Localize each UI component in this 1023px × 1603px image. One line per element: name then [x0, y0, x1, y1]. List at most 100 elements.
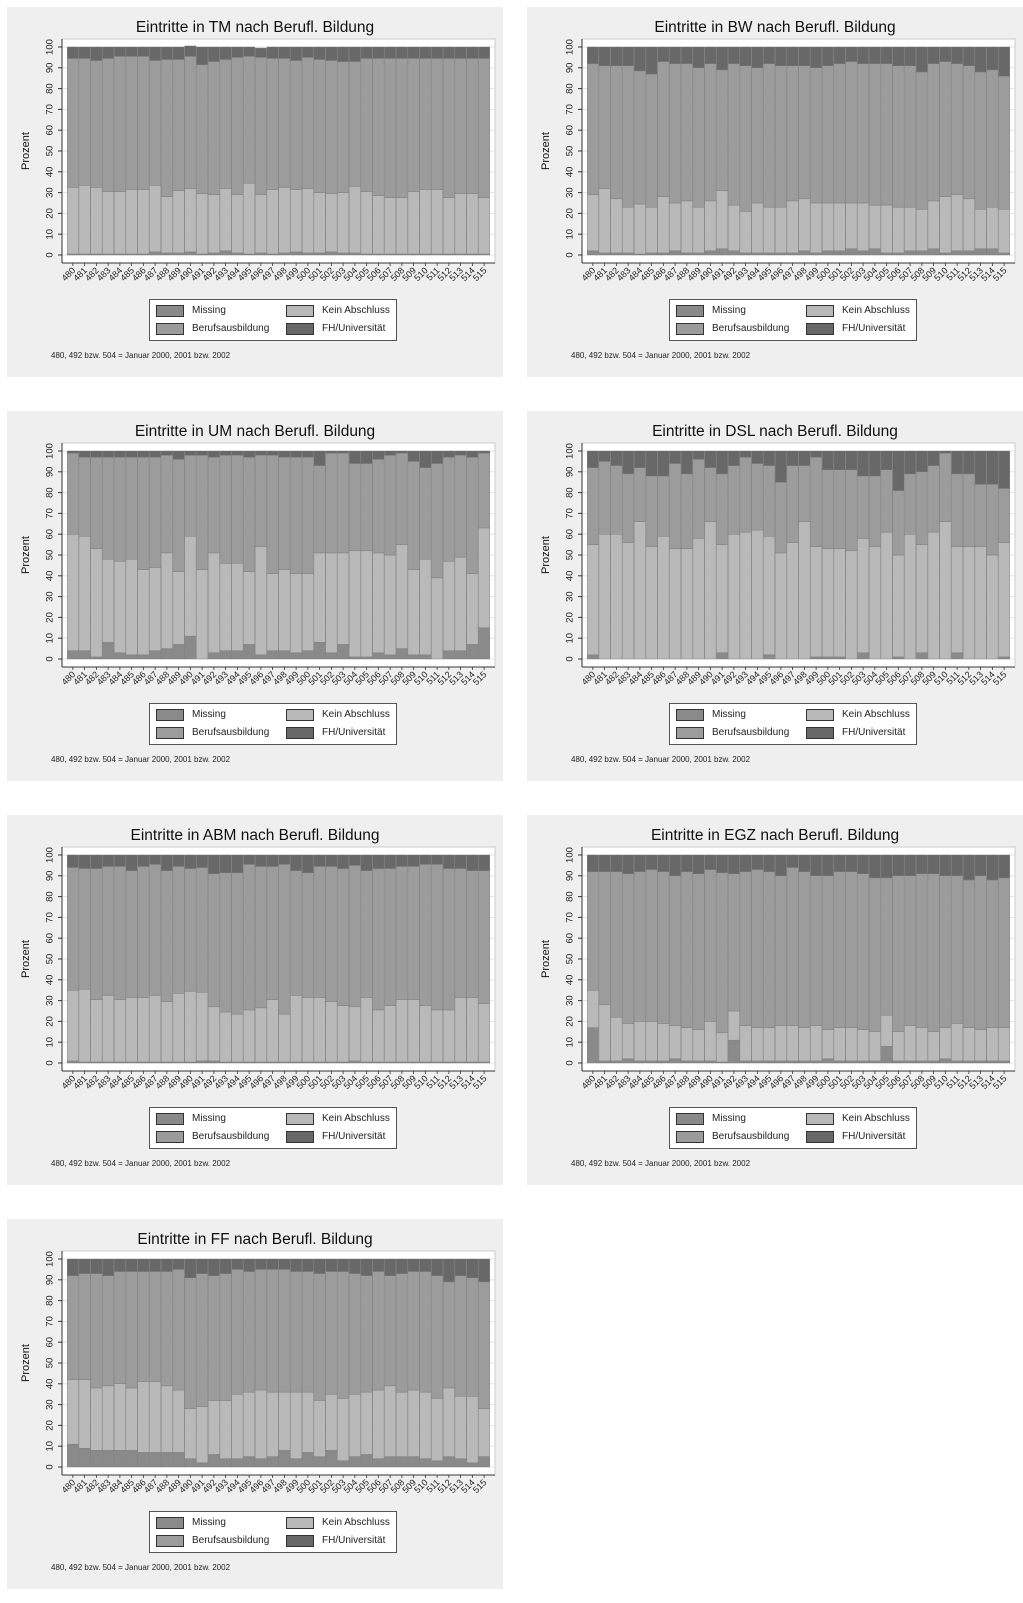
legend-swatch-berufsausbildung [676, 1131, 704, 1143]
y-tick-label: 50 [45, 954, 56, 965]
bar-segment [704, 869, 717, 1022]
y-tick-label: 0 [45, 1464, 56, 1469]
bar-segment [645, 252, 658, 256]
bar-segment [763, 46, 776, 64]
bar-segment [951, 63, 964, 195]
bar-segment [66, 1275, 79, 1380]
bar-segment [149, 46, 162, 61]
bar-segment [786, 542, 799, 660]
bar-segment [231, 252, 244, 256]
bar-segment [442, 1456, 455, 1468]
bar-segment [845, 1027, 858, 1062]
y-tick-label: 80 [565, 891, 576, 902]
bar-segment [301, 872, 314, 998]
bar-segment [196, 46, 209, 65]
y-tick-label: 90 [45, 1275, 56, 1286]
bar-segment [774, 854, 787, 876]
bar-segment [90, 656, 103, 660]
bar-segment [384, 450, 397, 456]
bar-segment [622, 65, 635, 208]
legend-swatch-missing [156, 709, 184, 721]
bar-segment [774, 1060, 787, 1064]
legend-label-kein-abschluss: Kein Abschluss [842, 709, 910, 720]
bar-segment [207, 252, 220, 256]
bar-segment [951, 1023, 964, 1062]
bar-segment [915, 1027, 928, 1062]
bar-segment [301, 57, 314, 189]
bar-segment [219, 454, 232, 564]
bar-segment [66, 1443, 79, 1468]
bar-segment [360, 450, 373, 464]
bar-segment [478, 452, 491, 529]
bar-segment [880, 204, 893, 254]
bar-segment [466, 450, 479, 458]
bar-segment [337, 1258, 350, 1272]
bar-segment [821, 469, 834, 549]
bar-segment [454, 1458, 467, 1468]
bar-segment [325, 1393, 338, 1451]
bar-segment [833, 1027, 846, 1062]
bar-segment [196, 1060, 209, 1064]
bar-segment [998, 209, 1011, 254]
bar-segment [266, 1456, 279, 1468]
bar-segment [669, 1058, 682, 1064]
bar-segment [219, 650, 232, 660]
bar-segment [845, 854, 858, 872]
bar-segment [348, 1258, 361, 1274]
bar-segment [751, 252, 764, 256]
bar-segment [160, 1001, 173, 1063]
y-tick-label: 100 [45, 847, 56, 863]
bar-segment [254, 47, 267, 58]
legend-swatch-fh-universitaet [806, 1131, 834, 1143]
bar-segment [927, 248, 940, 256]
legend-swatch-kein-abschluss [286, 1113, 314, 1125]
bar-segment [325, 193, 338, 253]
bar-segment [810, 457, 823, 547]
legend-label-missing: Missing [192, 305, 226, 316]
bar-segment [196, 1258, 209, 1274]
bar-segment [254, 854, 267, 867]
bar-segment [395, 999, 408, 1063]
bar-segment [231, 1258, 244, 1270]
bar-segment [657, 871, 670, 1024]
bar-segment [645, 206, 658, 254]
bar-segment [680, 548, 693, 660]
bar-segment [348, 186, 361, 254]
bar-segment [290, 1258, 303, 1272]
bar-segment [904, 250, 917, 256]
bar-segment [478, 46, 491, 59]
bar-segment [313, 642, 326, 660]
bar-segment [431, 1275, 444, 1399]
bar-segment [466, 193, 479, 255]
bar-segment [160, 1385, 173, 1453]
y-tick-label: 0 [45, 656, 56, 661]
y-tick-label: 100 [45, 443, 56, 459]
bar-segment [845, 202, 858, 249]
bar-segment [868, 854, 881, 879]
bar-segment [974, 71, 987, 210]
bar-segment [633, 871, 646, 1022]
chart-footnote: 480, 492 bzw. 504 = Januar 2000, 2001 bz… [571, 351, 751, 360]
y-tick-label: 50 [45, 146, 56, 157]
chart-title: Eintritte in FF nach Berufl. Bildung [137, 1231, 373, 1248]
bar-segment [184, 868, 197, 992]
bar-segment [986, 248, 999, 256]
bar-segment [669, 1025, 682, 1060]
bar-segment [102, 854, 115, 867]
bar-segment [337, 1460, 350, 1468]
bar-segment [149, 60, 162, 186]
legend-swatch-kein-abschluss [286, 1517, 314, 1529]
bar-segment [669, 202, 682, 252]
bar-segment [266, 1258, 279, 1270]
bar-segment [113, 46, 126, 57]
legend-label-kein-abschluss: Kein Abschluss [322, 1517, 390, 1528]
bar-segment [478, 58, 491, 198]
bar-segment [478, 197, 491, 255]
bar-segment [160, 1452, 173, 1468]
bar-segment [266, 650, 279, 660]
bar-segment [727, 533, 740, 660]
bar-segment [786, 450, 799, 466]
bar-segment [102, 1258, 115, 1276]
legend-swatch-kein-abschluss [806, 709, 834, 721]
bar-segment [927, 200, 940, 249]
